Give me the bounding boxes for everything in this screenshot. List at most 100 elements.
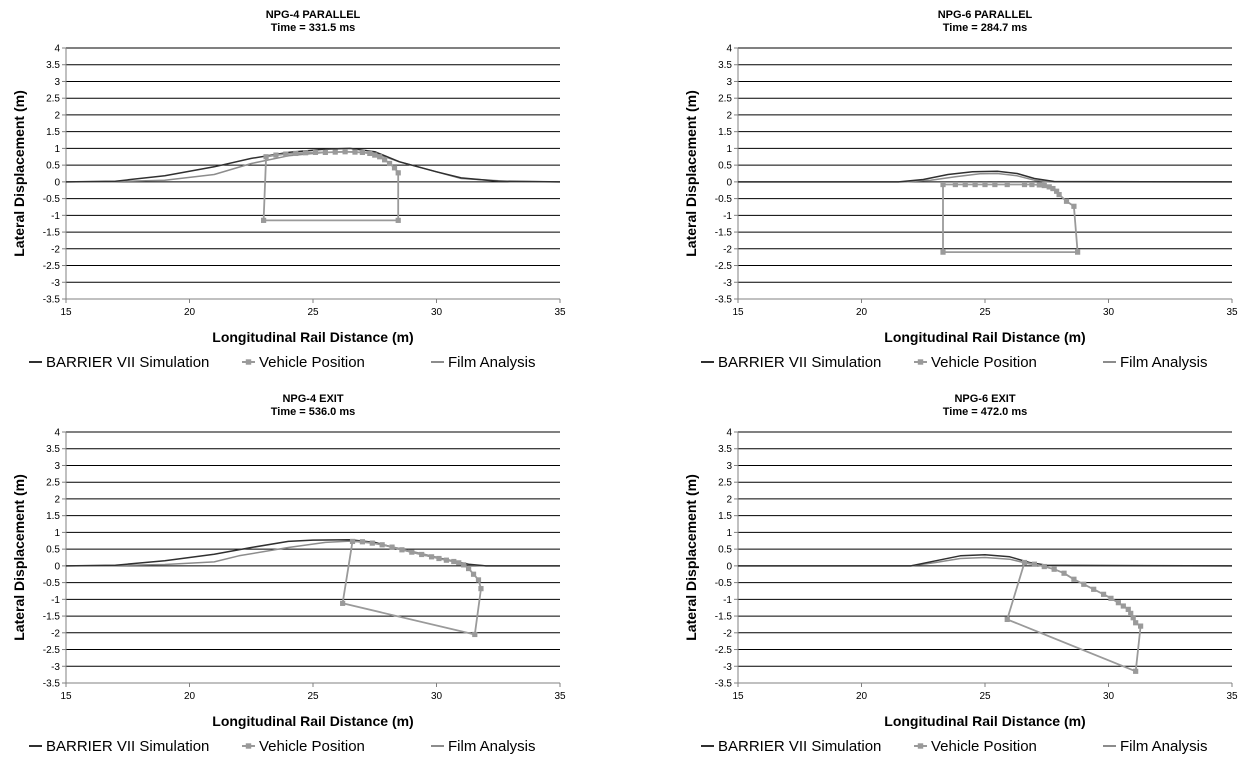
chart-subtitle: Time = 472.0 ms [943,406,1028,418]
vehicle-position-point [1004,181,1010,188]
y-axis-label: Lateral Displacement (m) [11,90,27,257]
vehicle-position-point [391,165,398,171]
y-tick-label: -2 [723,244,732,255]
vehicle-position-point [332,149,338,155]
y-tick-label: -0.5 [715,194,733,205]
vehicle-position-point [470,571,477,577]
vehicle-position-point [409,549,415,555]
y-tick-label: 4 [726,44,732,55]
y-tick-label: 2.5 [718,478,732,489]
y-tick-label: 1.5 [718,511,732,522]
y-tick-label: 1 [726,528,732,539]
x-tick-label: 15 [732,307,744,318]
y-tick-label: -1 [51,595,60,606]
vehicle-position-point [451,558,457,565]
y-tick-label: -1 [723,595,732,606]
legend-label: Film Analysis [448,354,536,371]
y-tick-label: -2 [723,628,732,639]
vehicle-position-point [359,539,365,545]
y-tick-label: 3.5 [46,444,60,455]
x-tick-label: 25 [979,691,991,702]
vehicle-position-point [261,217,267,223]
vehicle-position-point [1120,603,1126,609]
vehicle-position-point [382,157,388,163]
vehicle-position-point [443,557,449,563]
legend-marker [245,359,252,365]
y-tick-label: 2.5 [718,94,732,105]
legend-marker [917,743,924,749]
y-tick-label: 0 [54,561,60,572]
legend-label: Vehicle Position [931,738,1037,755]
y-tick-label: 2 [726,494,732,505]
x-tick-label: 35 [554,691,566,702]
y-tick-label: 2.5 [46,478,60,489]
vehicle-position-point [1004,616,1010,623]
vehicle-position-point [1054,188,1060,194]
y-tick-label: -2.5 [43,261,61,272]
legend-marker [245,743,252,749]
y-tick-label: -3.5 [715,679,733,690]
vehicle-position-point [1108,595,1114,601]
series-line-simulation [65,147,561,183]
legend-marker [917,359,924,365]
y-tick-label: -3.5 [43,679,61,690]
vehicle-position-point [367,150,373,157]
x-tick-label: 35 [1226,307,1238,318]
x-axis-label: Longitudinal Rail Distance (m) [212,713,413,729]
vehicle-position-point [940,181,946,188]
vehicle-position-point [1081,581,1087,587]
y-tick-label: -3 [51,662,60,673]
vehicle-position-point [952,181,958,188]
series-line-vehicle-position [262,150,400,222]
y-tick-label: 3.5 [718,60,732,71]
vehicle-position-point [475,577,482,583]
vehicle-position-point [1100,591,1107,597]
vehicle-position-point [1041,182,1047,189]
x-tick-label: 25 [307,307,319,318]
series-line-film-analysis [738,172,1232,183]
vehicle-position-point [399,547,405,553]
x-axis-label: Longitudinal Rail Distance (m) [212,329,413,345]
series-line-simulation [738,170,1233,183]
vehicle-position-point [322,149,328,156]
vehicle-position-point [372,152,378,158]
vehicle-position-point [1056,191,1062,198]
y-tick-label: -2 [51,244,60,255]
series-line-film-analysis [65,150,561,183]
vehicle-position-point [478,586,484,592]
x-tick-label: 20 [184,691,196,702]
y-tick-label: 1.5 [46,511,60,522]
vehicle-position-point [1128,610,1134,616]
x-tick-label: 15 [60,691,72,702]
x-tick-label: 35 [554,307,566,318]
y-tick-label: -1 [51,211,60,222]
y-tick-label: 3 [54,461,60,472]
y-tick-label: 0.5 [46,545,60,556]
y-tick-label: 1 [54,144,60,155]
chart-subtitle: Time = 284.7 ms [943,22,1028,34]
vehicle-position-point [283,151,289,157]
x-tick-label: 25 [979,307,991,318]
y-tick-label: 3 [726,461,732,472]
y-tick-label: 0 [54,177,60,188]
y-axis-label: Lateral Displacement (m) [11,474,27,641]
vehicle-position-point [352,149,358,155]
series-line-film-analysis [738,556,1232,567]
vehicle-position-point [1133,668,1139,674]
x-tick-label: 35 [1226,691,1238,702]
y-tick-label: -1.5 [715,228,733,239]
x-tick-label: 30 [431,307,443,318]
x-tick-label: 15 [60,307,72,318]
y-tick-label: 1.5 [718,127,732,138]
vehicle-position-point [1115,600,1121,606]
vehicle-position-point [1050,185,1056,192]
vehicle-position-point [419,551,425,558]
vehicle-position-point [1036,182,1042,188]
vehicle-position-point [263,154,269,160]
vehicle-position-point [466,565,472,572]
vehicle-position-point [293,150,299,157]
y-tick-label: -3 [723,662,732,673]
